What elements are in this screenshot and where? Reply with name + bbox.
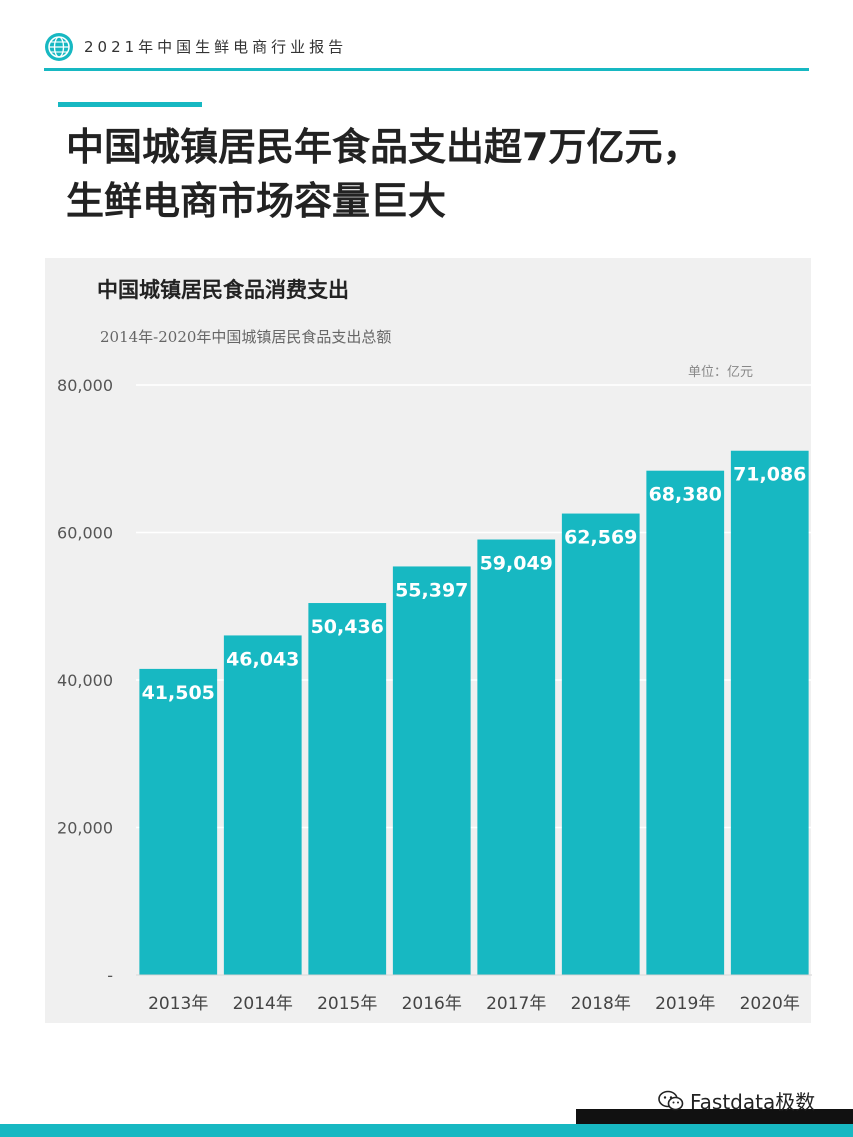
bar (477, 539, 556, 975)
x-tick-label: 2019年 (655, 994, 715, 1014)
bar (392, 566, 471, 975)
y-tick-label: 80,000 (57, 376, 113, 395)
bar (308, 603, 387, 975)
bar (561, 513, 640, 975)
header-divider (44, 68, 809, 71)
bar-value-label: 41,505 (142, 682, 215, 704)
bar-value-label: 62,569 (564, 527, 637, 549)
bar-value-label: 46,043 (226, 648, 299, 670)
watermark-text: Fastdata极数 (690, 1090, 816, 1114)
watermark: Fastdata极数 (658, 1086, 815, 1115)
y-tick-label: - (107, 966, 113, 985)
headline-line-1: 中国城镇居民年食品支出超7万亿元， (66, 125, 701, 169)
wechat-icon (658, 1090, 684, 1110)
footer-accent-bar (0, 1124, 853, 1137)
bar-value-label: 59,049 (480, 553, 553, 575)
bar-value-label: 68,380 (649, 484, 722, 506)
bar (223, 635, 302, 975)
y-tick-label: 60,000 (57, 524, 113, 543)
bar (730, 450, 809, 976)
x-tick-label: 2013年 (148, 994, 208, 1014)
bar-value-label: 50,436 (311, 616, 384, 638)
chart-title: 中国城镇居民食品消费支出 (97, 278, 349, 302)
footer-black-strip (576, 1109, 853, 1127)
x-tick-label: 2016年 (402, 994, 462, 1014)
page-headline: 中国城镇居民年食品支出超7万亿元， 生鲜电商市场容量巨大 (66, 120, 826, 228)
x-tick-label: 2015年 (317, 994, 377, 1014)
bar-value-label: 71,086 (733, 464, 806, 486)
bar-value-label: 55,397 (395, 579, 468, 601)
x-tick-label: 2014年 (233, 994, 293, 1014)
x-tick-label: 2018年 (571, 994, 631, 1014)
x-tick-label: 2020年 (740, 994, 800, 1014)
bar (646, 470, 725, 975)
bar (139, 668, 218, 975)
globe-logo-icon (45, 33, 73, 61)
chart-subtitle: 2014年-2020年中国城镇居民食品支出总额 (100, 328, 392, 346)
y-tick-label: 20,000 (57, 819, 113, 838)
accent-bar (58, 102, 202, 107)
headline-line-2: 生鲜电商市场容量巨大 (66, 179, 447, 223)
chart-unit-label: 单位：亿元 (688, 365, 754, 380)
x-tick-label: 2017年 (486, 994, 546, 1014)
report-title: 2021年中国生鲜电商行业报告 (84, 38, 348, 56)
y-tick-label: 40,000 (57, 671, 113, 690)
